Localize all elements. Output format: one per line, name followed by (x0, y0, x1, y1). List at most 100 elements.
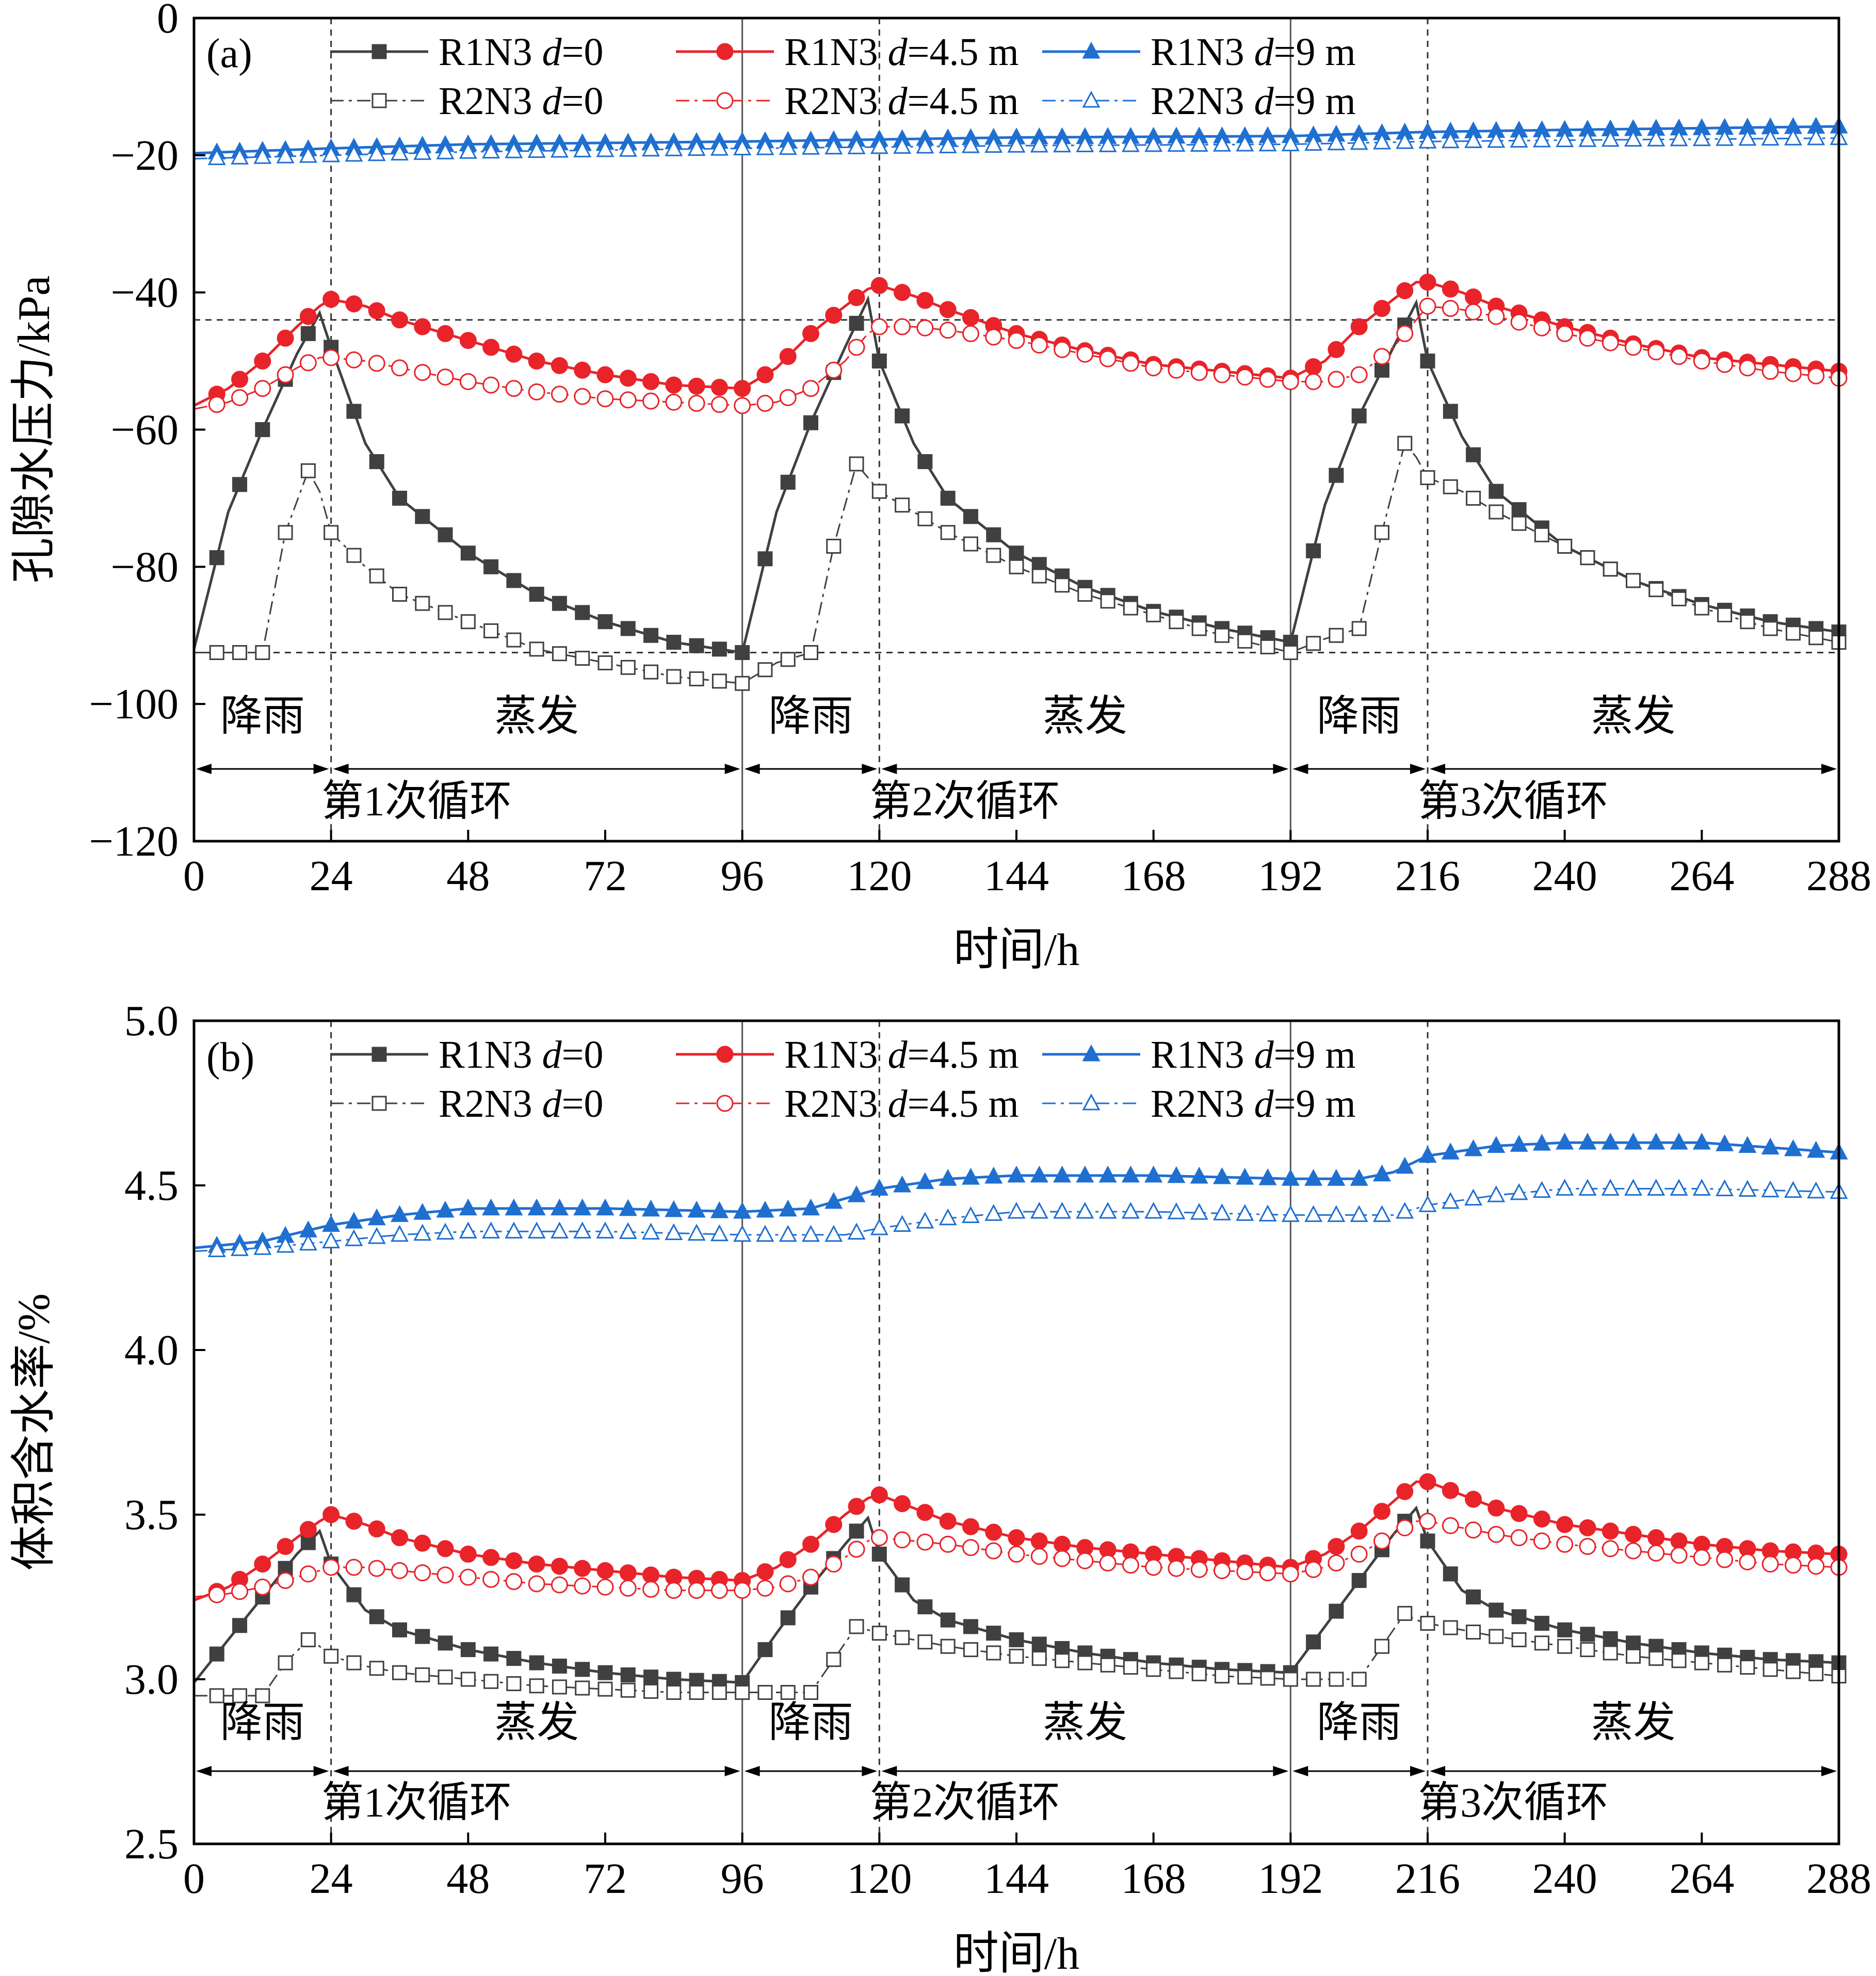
data-point-s1-41 (1146, 607, 1161, 622)
data-point-s5-23 (733, 1225, 752, 1242)
phase-arrowhead (196, 1766, 212, 1776)
data-point-s4-6 (345, 1212, 363, 1229)
x-axis-label: 时间/h (953, 925, 1079, 975)
data-point-s5-24 (756, 1225, 774, 1242)
x-tick-label: 168 (1121, 1855, 1186, 1903)
data-point-s1-11 (460, 1672, 476, 1687)
data-point-s2-2 (254, 352, 271, 370)
data-point-s1-35 (1009, 559, 1024, 574)
data-point-s3-65 (1693, 1549, 1710, 1566)
data-point-s5-62 (1624, 1179, 1643, 1196)
data-point-s3-12 (482, 376, 500, 394)
series-line (192, 295, 1839, 654)
data-point-s5-26 (801, 138, 820, 155)
data-point-s3-24 (756, 1579, 774, 1597)
legend-label: R2N3 d=0 (439, 1082, 603, 1126)
data-point-s2-49 (1328, 341, 1345, 358)
data-point-s3-26 (802, 1568, 819, 1586)
data-point-s5-50 (1350, 133, 1368, 150)
data-point-s3-49 (1328, 1554, 1345, 1572)
data-point-s3-69 (1784, 365, 1802, 382)
data-point-s5-62 (1624, 130, 1643, 147)
data-point-s3-17 (596, 390, 614, 408)
data-point-s2-26 (802, 325, 819, 342)
data-point-s5-25 (779, 138, 797, 155)
data-point-s5-54 (1441, 131, 1460, 149)
data-point-s1-41 (1146, 1662, 1161, 1677)
data-point-s1-47 (1283, 645, 1298, 660)
y-tick-label: 3.0 (124, 1656, 179, 1704)
data-point-s2-64 (1670, 1532, 1688, 1550)
data-point-s4-8 (390, 1205, 409, 1222)
data-point-s0-9 (415, 1629, 430, 1644)
data-point-s0-53 (1420, 1533, 1435, 1549)
x-tick-label: 96 (721, 852, 764, 900)
data-point-s5-68 (1761, 1180, 1780, 1198)
y-tick-label: −40 (111, 269, 179, 317)
data-point-s2-13 (505, 1552, 523, 1569)
data-point-s3-30 (894, 1531, 911, 1549)
data-point-s1-21 (689, 1685, 704, 1700)
data-point-s1-1 (232, 1688, 248, 1704)
series-1 (194, 1605, 1847, 1704)
data-point-s3-0 (208, 396, 225, 413)
series-5 (193, 128, 1848, 165)
data-point-s3-1 (231, 389, 249, 406)
data-point-s2-53 (1419, 274, 1436, 291)
data-point-s2-29 (870, 277, 888, 294)
data-point-s5-30 (893, 1215, 912, 1232)
data-point-s5-2 (253, 1238, 272, 1255)
data-point-s3-58 (1533, 319, 1550, 336)
data-point-s5-2 (253, 147, 272, 164)
data-point-s2-51 (1373, 300, 1390, 317)
data-point-s1-68 (1762, 1662, 1778, 1677)
data-point-s3-20 (665, 1582, 683, 1599)
data-point-s5-52 (1396, 132, 1414, 149)
data-point-s1-23 (735, 676, 750, 691)
data-point-s1-32 (940, 1638, 956, 1654)
data-point-s3-6 (345, 1559, 363, 1576)
data-point-s1-60 (1580, 1642, 1595, 1658)
data-point-s5-7 (367, 144, 386, 162)
data-point-s3-33 (962, 1539, 979, 1556)
data-point-s5-39 (1098, 1201, 1117, 1219)
phase-arrowhead (1821, 1766, 1837, 1776)
data-point-s1-40 (1123, 1660, 1138, 1675)
data-point-s5-30 (893, 137, 912, 154)
data-point-s3-6 (345, 351, 363, 368)
data-point-s1-55 (1466, 490, 1481, 506)
data-point-s0-49 (1329, 468, 1344, 483)
data-point-s5-35 (1007, 136, 1026, 153)
data-point-s4-33 (961, 1167, 980, 1185)
data-point-s5-60 (1578, 1179, 1597, 1196)
cycle-label: 第2次循环 (869, 1779, 1060, 1826)
data-point-s0-62 (1626, 1635, 1641, 1651)
data-point-s1-46 (1260, 639, 1275, 654)
data-point-s4-17 (596, 1198, 614, 1216)
data-point-s0-0 (209, 1646, 224, 1662)
y-tick-label: 3.5 (124, 1491, 179, 1539)
data-point-s4-35 (1007, 1165, 1026, 1183)
data-point-s5-32 (939, 136, 957, 154)
data-point-s1-49 (1329, 628, 1344, 643)
data-point-s3-48 (1305, 373, 1322, 390)
data-point-s1-29 (871, 484, 887, 499)
data-point-s4-54 (1441, 1143, 1460, 1160)
data-point-s0-32 (940, 1612, 956, 1628)
data-point-s5-27 (824, 137, 843, 155)
data-point-s3-54 (1442, 1517, 1459, 1534)
data-point-s5-8 (390, 143, 409, 161)
legend-entry-3: R2N3 d=4.5 m (676, 79, 1019, 123)
data-point-s0-0 (209, 550, 224, 566)
data-point-s2-12 (482, 339, 500, 356)
data-point-s4-16 (573, 1198, 592, 1216)
rain-phase-label: 降雨 (220, 693, 305, 740)
evaporation-phase-label: 蒸发 (494, 693, 579, 740)
data-point-s2-14 (528, 352, 545, 370)
data-point-s1-26 (803, 645, 818, 660)
data-point-s3-46 (1259, 371, 1276, 388)
data-point-s2-52 (1396, 282, 1414, 299)
data-point-s1-52 (1397, 1605, 1413, 1621)
data-point-s1-61 (1603, 1645, 1618, 1661)
data-point-s0-13 (506, 1651, 522, 1666)
